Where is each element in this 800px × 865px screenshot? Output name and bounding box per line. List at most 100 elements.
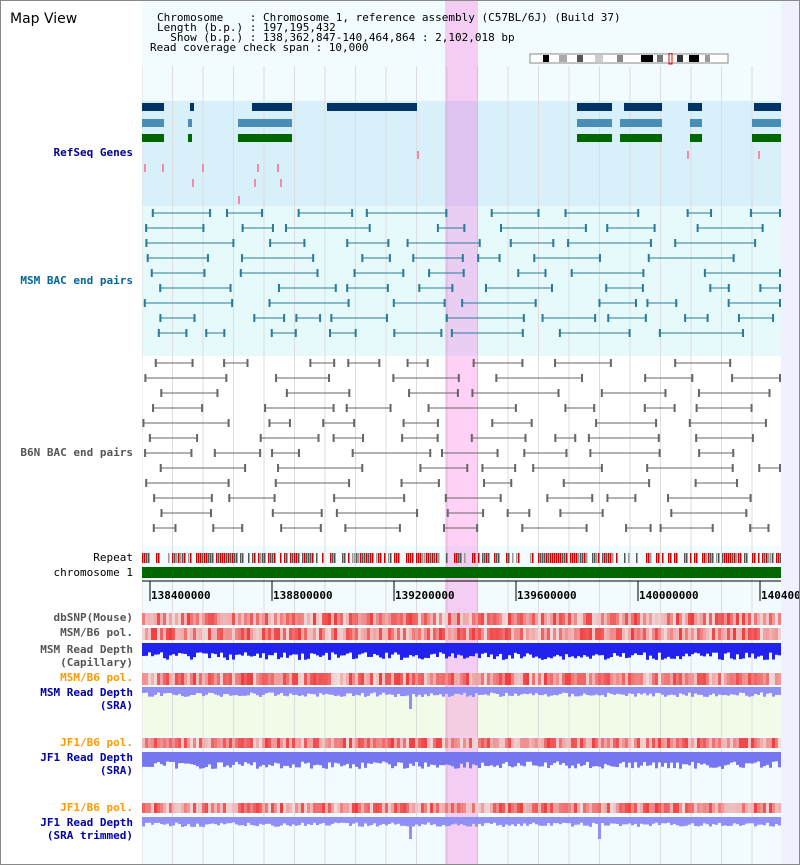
read-depth-bar bbox=[148, 752, 151, 767]
track-label-refseq-genes[interactable]: RefSeq Genes bbox=[53, 146, 133, 159]
msm-bac-pair-end bbox=[605, 284, 608, 292]
polymorphism-cell bbox=[601, 613, 604, 625]
b6n-bac-pair-end bbox=[416, 509, 419, 517]
polymorphism-cell bbox=[535, 803, 538, 813]
track-label-msm-b6-pol-1[interactable]: MSM/B6 pol. bbox=[60, 626, 133, 639]
msm-bac-pair-end bbox=[295, 314, 298, 322]
read-depth-bar bbox=[148, 643, 151, 653]
read-depth-bar bbox=[760, 687, 763, 693]
read-depth-bar bbox=[253, 817, 256, 826]
polymorphism-cell bbox=[175, 673, 178, 685]
track-label-jf1-depth-sra[interactable]: JF1 Read Depth bbox=[40, 751, 133, 764]
track-label-jf1-b6-pol-2[interactable]: JF1/B6 pol. bbox=[60, 801, 133, 814]
track-label-jf1-depth-trimmed[interactable]: JF1 Read Depth bbox=[40, 816, 133, 829]
read-depth-bar bbox=[442, 817, 445, 825]
b6n-bac-pair-end bbox=[437, 479, 440, 487]
chromosome-bar bbox=[142, 567, 781, 578]
read-depth-bar bbox=[175, 817, 178, 823]
polymorphism-cell bbox=[577, 803, 580, 813]
repeat-element bbox=[156, 553, 158, 563]
track-label-msm-b6-pol-2[interactable]: MSM/B6 pol. bbox=[60, 671, 133, 684]
repeat-element bbox=[548, 553, 550, 563]
polymorphism-cell bbox=[505, 673, 508, 685]
read-depth-bar bbox=[556, 817, 559, 824]
track-label-b6n-bac[interactable]: B6N BAC end pairs bbox=[20, 446, 133, 459]
genome-plot-area[interactable] bbox=[141, 1, 782, 864]
polymorphism-cell bbox=[625, 803, 628, 813]
polymorphism-cell bbox=[244, 613, 247, 625]
read-depth-bar bbox=[739, 687, 742, 693]
read-depth-bar bbox=[274, 687, 277, 696]
polymorphism-cell bbox=[277, 628, 280, 640]
repeat-element bbox=[352, 553, 354, 563]
polymorphism-cell bbox=[733, 673, 736, 685]
b6n-bac-pair-end bbox=[496, 449, 499, 457]
read-depth-bar bbox=[445, 687, 448, 694]
read-depth-bar bbox=[718, 643, 721, 660]
repeat-element bbox=[596, 553, 598, 563]
gene-model bbox=[752, 119, 781, 127]
repeat-element bbox=[762, 553, 764, 563]
polymorphism-cell bbox=[331, 613, 334, 625]
read-depth-bar bbox=[448, 752, 451, 766]
b6n-bac-pair-end bbox=[144, 449, 147, 457]
polymorphism-cell bbox=[619, 738, 622, 748]
repeat-element bbox=[736, 553, 738, 563]
b6n-bac-pair-end bbox=[491, 419, 494, 427]
polymorphism-cell bbox=[394, 673, 397, 685]
b6n-bac-pair-end bbox=[392, 374, 395, 382]
polymorphism-cell bbox=[409, 628, 412, 640]
polymorphism-cell bbox=[184, 613, 187, 625]
read-depth-bar bbox=[712, 752, 715, 768]
msm-bac-pair-end bbox=[229, 284, 232, 292]
read-depth-bar bbox=[499, 752, 502, 768]
polymorphism-cell bbox=[472, 738, 475, 748]
polymorphism-cell bbox=[166, 628, 169, 640]
polymorphism-cell bbox=[331, 803, 334, 813]
repeat-element bbox=[312, 553, 314, 563]
polymorphism-cell bbox=[226, 673, 229, 685]
polymorphism-cell bbox=[562, 613, 565, 625]
polymorphism-cell bbox=[421, 738, 424, 748]
polymorphism-cell bbox=[682, 673, 685, 685]
msm-bac-pair-end bbox=[570, 269, 573, 277]
b6n-bac-pair-end bbox=[444, 494, 447, 502]
polymorphism-cell bbox=[613, 738, 616, 748]
polymorphism-cell bbox=[391, 803, 394, 813]
polymorphism-cell bbox=[688, 738, 691, 748]
polymorphism-cell bbox=[427, 803, 430, 813]
read-depth-bar bbox=[646, 817, 649, 825]
repeat-element bbox=[584, 553, 586, 563]
track-label-jf1-b6-pol-1[interactable]: JF1/B6 pol. bbox=[60, 736, 133, 749]
read-depth-bar bbox=[661, 643, 664, 660]
msm-bac-pair-end bbox=[779, 269, 781, 277]
track-label-msm-bac[interactable]: MSM BAC end pairs bbox=[20, 274, 133, 287]
read-depth-bar bbox=[340, 752, 343, 767]
read-depth-bar bbox=[196, 752, 199, 767]
track-label-dbsnp[interactable]: dbSNP(Mouse) bbox=[53, 611, 133, 624]
msm-bac-pair-end bbox=[450, 329, 453, 337]
polymorphism-cell bbox=[691, 803, 694, 813]
read-depth-bar bbox=[736, 687, 739, 696]
polymorphism-cell bbox=[742, 628, 745, 640]
repeat-element bbox=[508, 553, 510, 563]
track-label-msm-depth-sra[interactable]: MSM Read Depth bbox=[40, 686, 133, 699]
polymorphism-cell bbox=[508, 673, 511, 685]
read-depth-bar bbox=[160, 752, 163, 765]
read-depth-bar bbox=[748, 752, 751, 764]
polymorphism-cell bbox=[412, 738, 415, 748]
msm-bac-pair-end bbox=[353, 269, 356, 277]
polymorphism-cell bbox=[685, 628, 688, 640]
polymorphism-cell bbox=[355, 738, 358, 748]
track-label-msm-depth-capillary[interactable]: MSM Read Depth bbox=[40, 643, 133, 656]
polymorphism-cell bbox=[463, 613, 466, 625]
msm-bac-pair-end bbox=[779, 299, 781, 307]
read-depth-bar bbox=[262, 643, 265, 654]
read-depth-bar bbox=[661, 817, 664, 824]
repeat-element bbox=[274, 553, 276, 563]
b6n-bac-pair-end bbox=[657, 434, 660, 442]
polymorphism-cell bbox=[511, 613, 514, 625]
polymorphism-cell bbox=[727, 803, 730, 813]
chromosome-ideogram[interactable] bbox=[529, 53, 731, 65]
read-depth-bar bbox=[583, 817, 586, 826]
